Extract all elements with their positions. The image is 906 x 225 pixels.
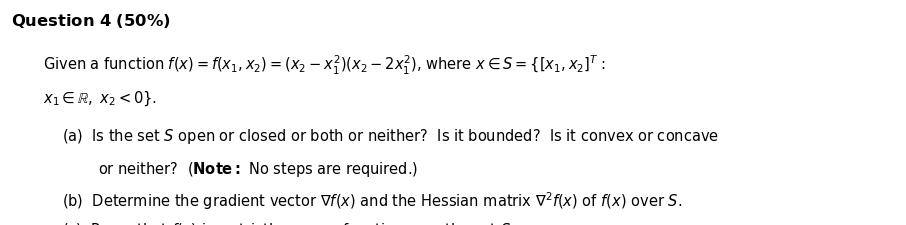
Text: (a)  Is the set $S$ open or closed or both or neither?  Is it bounded?  Is it co: (a) Is the set $S$ open or closed or bot… [62,127,718,146]
Text: (b)  Determine the gradient vector $\nabla f(x)$ and the Hessian matrix $\nabla^: (b) Determine the gradient vector $\nabl… [62,190,682,212]
Text: $\mathbf{Question\ 4\ (50\%)}$: $\mathbf{Question\ 4\ (50\%)}$ [11,12,170,30]
Text: or neither?  ($\mathbf{Note:}$ No steps are required.): or neither? ($\mathbf{Note:}$ No steps a… [98,160,418,179]
Text: $x_1 \in \mathbb{R},\ x_2 < 0\}$.: $x_1 \in \mathbb{R},\ x_2 < 0\}$. [43,90,158,108]
Text: (c)  Prove that $f(x)$ is a strictly convex function over the set $S$.: (c) Prove that $f(x)$ is a strictly conv… [62,221,514,225]
Text: Given a function $f(x) = f(x_1, x_2) = (x_2 - x_1^2)(x_2 - 2x_1^2)$, where $x \i: Given a function $f(x) = f(x_1, x_2) = (… [43,54,607,77]
